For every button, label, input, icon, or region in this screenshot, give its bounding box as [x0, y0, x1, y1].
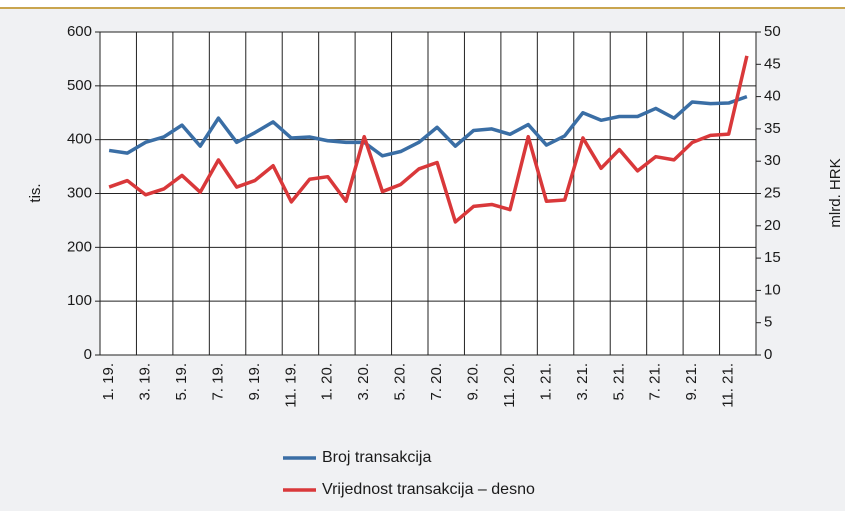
- y-tick-label: 400: [67, 131, 92, 148]
- y-tick-label: 100: [67, 292, 92, 309]
- y2-tick-label: 50: [764, 23, 781, 40]
- y2-tick-label: 15: [764, 249, 781, 266]
- series-line: [108, 94, 748, 158]
- x-tick-label: 1. 19.: [100, 363, 117, 401]
- x-tick-label: 9. 20.: [465, 363, 482, 401]
- x-tick-label: 11. 19.: [282, 363, 299, 408]
- y2-tick-label: 0: [764, 346, 772, 363]
- x-tick-label: 11. 20.: [501, 363, 518, 408]
- x-tick-label: 3. 21.: [574, 363, 591, 401]
- x-tick-label: 3. 19.: [137, 363, 154, 401]
- plot-frame: [99, 31, 757, 356]
- y2-tick-label: 30: [764, 152, 781, 169]
- legend-label: Broj transakcija: [322, 449, 431, 466]
- x-tick-label: 1. 20.: [319, 363, 336, 401]
- x-tick-label: 5. 20.: [392, 363, 409, 401]
- series-line: [108, 55, 749, 224]
- x-tick-label: 5. 21.: [610, 363, 627, 401]
- y2-tick-label: 25: [764, 184, 781, 201]
- y2-tick-label: 10: [764, 281, 781, 298]
- y2-tick-label: 45: [764, 55, 781, 72]
- y2-tick-label: 40: [764, 88, 781, 105]
- y-tick-label: 300: [67, 184, 92, 201]
- x-tick-label: 9. 21.: [683, 363, 700, 401]
- x-tick-label: 7. 21.: [647, 363, 664, 401]
- y-tick-label: 200: [67, 238, 92, 255]
- x-tick-label: 5. 19.: [173, 363, 190, 401]
- y2-tick-label: 35: [764, 120, 781, 137]
- x-tick-label: 9. 19.: [246, 363, 263, 401]
- legend-label: Vrijednost transakcija – desno: [322, 481, 535, 498]
- y-axis-label: tis.: [27, 183, 44, 202]
- y2-axis-label: mlrd. HRK: [827, 158, 844, 227]
- y-tick-label: 0: [84, 346, 92, 363]
- x-tick-label: 11. 21.: [720, 363, 737, 408]
- x-tick-label: 1. 21.: [537, 363, 554, 401]
- x-tick-label: 7. 19.: [209, 363, 226, 401]
- y2-tick-label: 5: [764, 314, 772, 331]
- y2-tick-label: 20: [764, 217, 781, 234]
- y-tick-label: 600: [67, 23, 92, 40]
- x-tick-label: 7. 20.: [428, 363, 445, 401]
- y-tick-label: 500: [67, 77, 92, 94]
- x-tick-label: 3. 20.: [355, 363, 372, 401]
